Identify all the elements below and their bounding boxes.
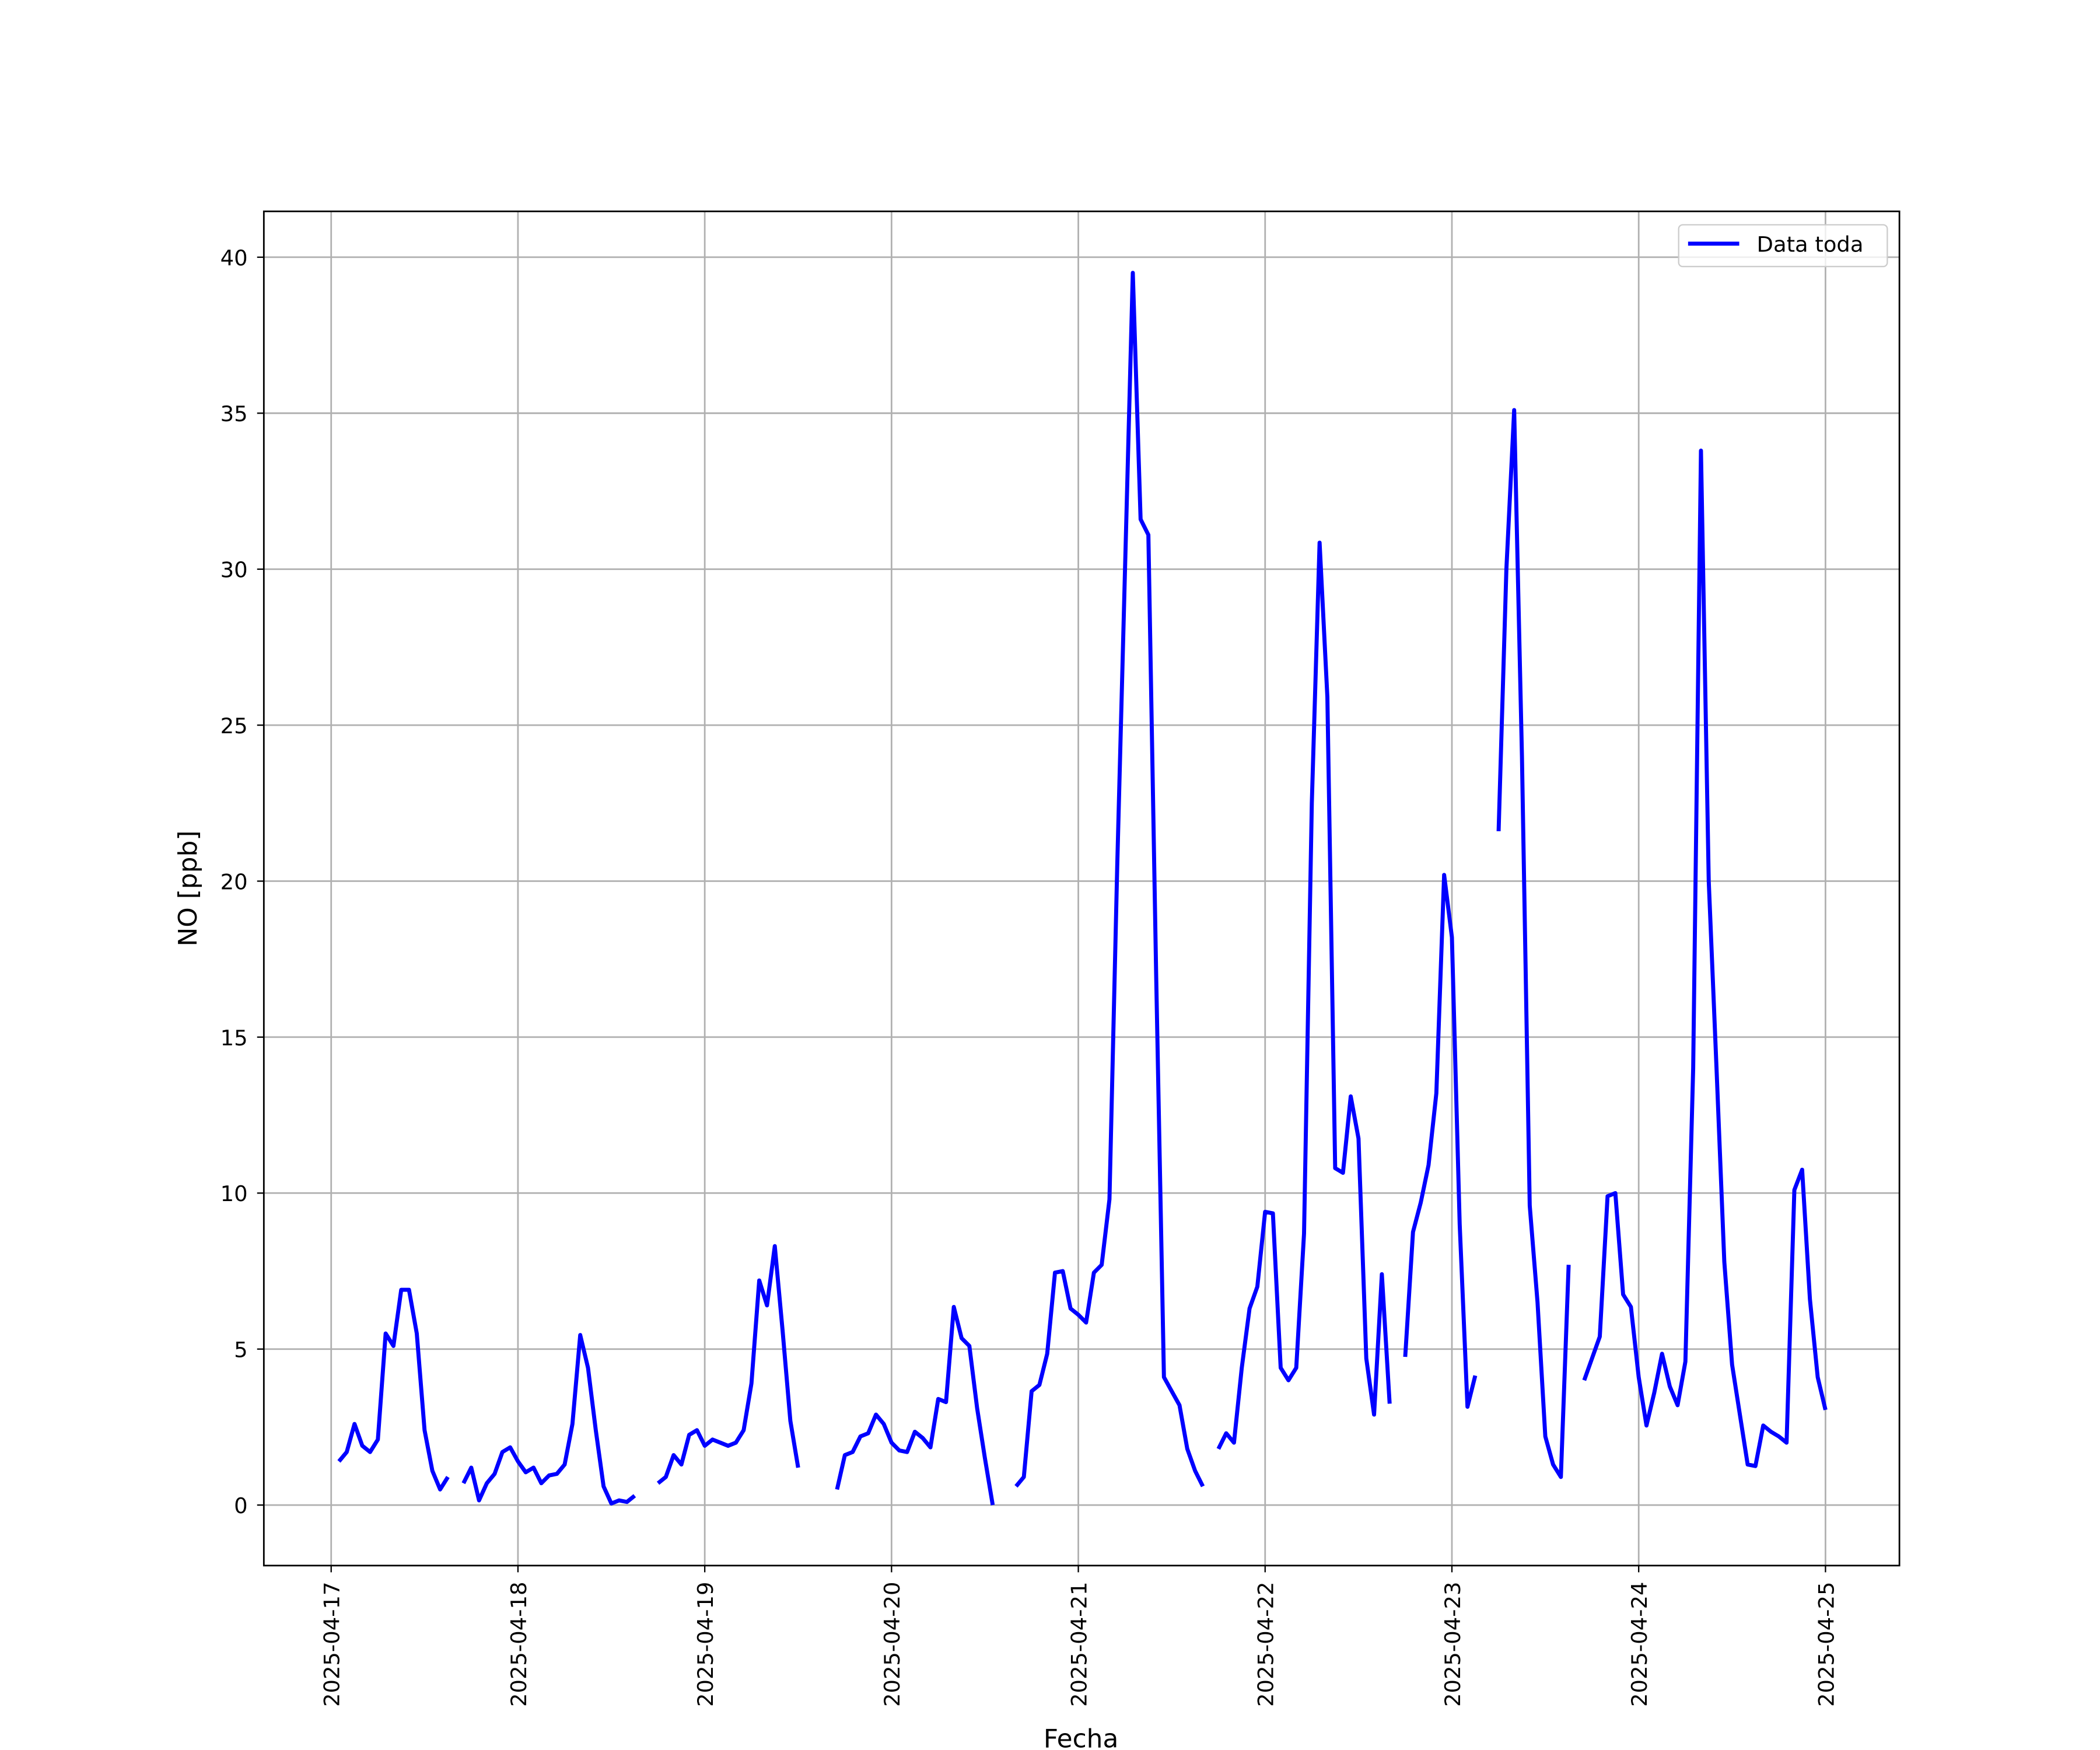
x-tick-label: 2025-04-20 (880, 1582, 905, 1707)
y-tick-label: 10 (220, 1181, 248, 1206)
x-tick-label: 2025-04-21 (1066, 1582, 1091, 1707)
y-tick-label: 30 (220, 558, 248, 583)
y-tick-label: 0 (234, 1493, 247, 1518)
x-tick-label: 2025-04-19 (693, 1582, 718, 1707)
y-tick-label: 35 (220, 401, 248, 426)
y-tick-label: 25 (220, 713, 248, 738)
legend-label: Data toda (1757, 232, 1864, 257)
x-tick-label: 2025-04-18 (506, 1582, 531, 1707)
plot-frame (262, 210, 1901, 1567)
x-tick-label: 2025-04-25 (1814, 1582, 1839, 1707)
legend-box (1678, 224, 1888, 268)
data-line (337, 271, 1828, 1506)
y-tick-label: 40 (220, 246, 248, 271)
x-tick-label: 2025-04-23 (1440, 1582, 1465, 1707)
x-axis-label: Fecha (1044, 1724, 1119, 1750)
y-tick-label: 20 (220, 869, 248, 894)
x-tick-label: 2025-04-24 (1627, 1582, 1652, 1707)
y-tick-label: 15 (220, 1026, 248, 1051)
y-tick-label: 5 (234, 1338, 247, 1363)
x-tick-label: 2025-04-22 (1254, 1582, 1279, 1707)
x-tick-label: 2025-04-17 (320, 1582, 345, 1707)
y-axis-label: NO [ppb] (173, 831, 203, 947)
